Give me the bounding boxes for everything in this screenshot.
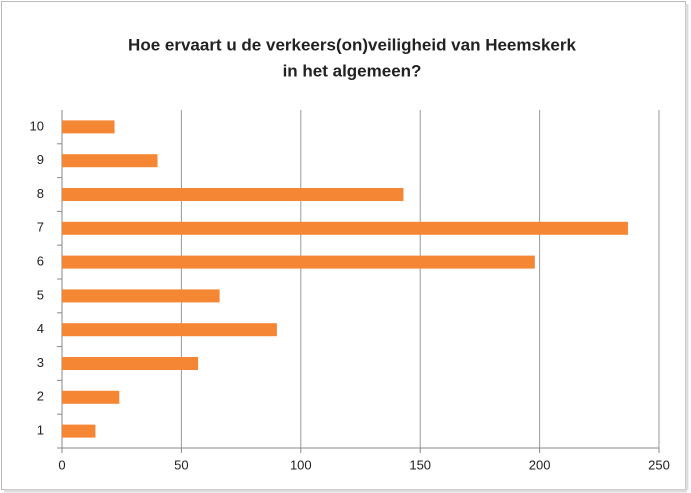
y-tick-label: 10: [30, 118, 44, 133]
y-tick-label: 1: [37, 423, 44, 438]
y-tick-label: 9: [37, 152, 44, 167]
y-tick-label: 4: [37, 321, 44, 336]
chart-title: in het algemeen?: [283, 61, 422, 80]
x-tick-label: 150: [409, 457, 431, 472]
bar: [62, 357, 199, 370]
x-tick-label: 50: [174, 457, 188, 472]
y-tick-label: 2: [37, 389, 44, 404]
bar: [62, 390, 120, 404]
bar: [62, 289, 220, 303]
x-tick-label: 100: [290, 457, 312, 472]
y-tick-label: 5: [37, 287, 44, 302]
x-tick-label: 200: [529, 457, 551, 472]
x-tick-label: 250: [648, 457, 670, 472]
bar: [62, 255, 535, 269]
bar: [62, 323, 277, 337]
bar: [62, 120, 115, 134]
bar: [62, 154, 158, 168]
y-tick-label: 6: [37, 254, 44, 269]
y-tick-label: 7: [37, 220, 44, 235]
chart-title: Hoe ervaart u de verkeers(on)veiligheid …: [128, 35, 576, 54]
bar: [62, 424, 96, 438]
bar: [62, 221, 628, 235]
bar: [62, 188, 404, 201]
y-tick-label: 3: [37, 355, 44, 370]
x-tick-label: 0: [58, 457, 65, 472]
y-tick-label: 8: [37, 186, 44, 201]
